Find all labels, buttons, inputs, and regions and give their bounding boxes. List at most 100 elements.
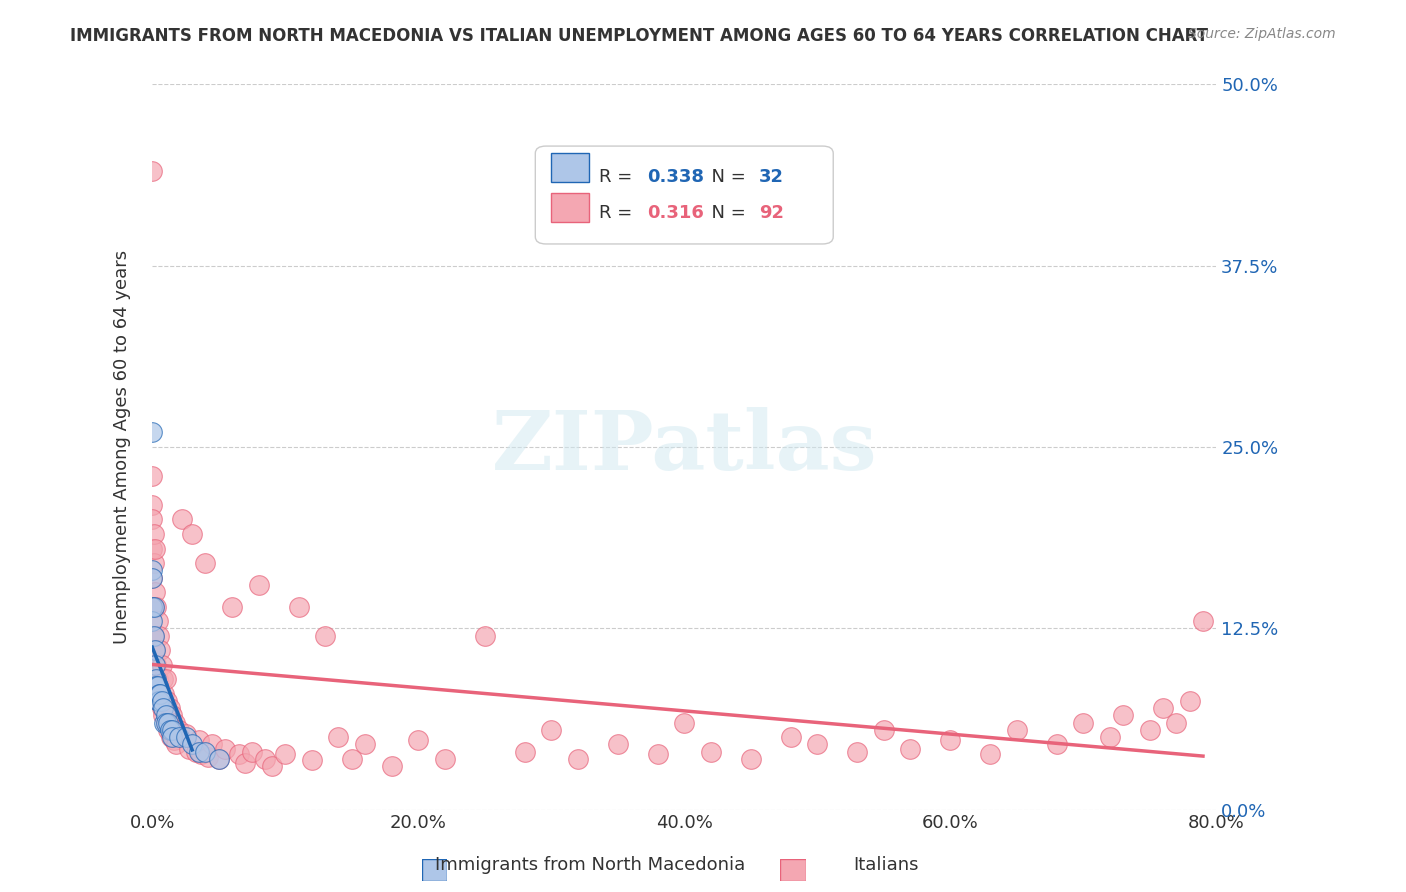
Point (143, 541, 166, 556)
Point (141, 614, 163, 628)
Point (274, 747, 297, 762)
Text: N =: N = (700, 168, 752, 186)
Point (141, 570, 163, 584)
Point (247, 578, 270, 592)
Text: ZIPatlas: ZIPatlas (492, 407, 877, 487)
Point (153, 715, 176, 730)
Point (167, 723, 190, 737)
Point (159, 723, 181, 737)
Point (141, 164, 163, 178)
Point (152, 708, 174, 723)
Point (287, 599, 309, 614)
Point (328, 730, 350, 744)
Point (806, 737, 828, 751)
Point (381, 759, 404, 773)
Text: 0.316: 0.316 (647, 204, 704, 222)
Point (146, 614, 169, 628)
Point (143, 585, 166, 599)
Point (221, 599, 243, 614)
Point (160, 730, 183, 744)
Point (163, 715, 186, 730)
Point (208, 752, 231, 766)
Point (160, 723, 183, 737)
Point (1098, 730, 1121, 744)
Point (148, 686, 170, 700)
Point (186, 745, 208, 759)
Point (145, 672, 167, 686)
Point (157, 723, 180, 737)
Point (141, 512, 163, 526)
Point (155, 708, 177, 723)
Point (208, 752, 231, 766)
Point (148, 694, 170, 708)
Point (301, 753, 323, 767)
Point (898, 741, 921, 756)
Point (159, 701, 181, 715)
Point (540, 723, 562, 737)
Point (167, 730, 190, 744)
Point (1005, 723, 1028, 737)
Point (142, 599, 165, 614)
Point (141, 425, 163, 440)
Point (142, 628, 165, 642)
Point (155, 715, 177, 730)
Point (156, 694, 179, 708)
Point (155, 672, 177, 686)
Point (179, 741, 201, 756)
Point (170, 512, 193, 526)
Point (141, 498, 163, 512)
Point (150, 657, 173, 672)
Point (201, 737, 224, 751)
Point (145, 599, 167, 614)
Point (181, 737, 204, 751)
Point (142, 679, 165, 693)
Point (1046, 737, 1069, 751)
Text: 92: 92 (759, 204, 783, 222)
Text: 0.338: 0.338 (647, 168, 704, 186)
Point (673, 715, 696, 730)
Point (214, 741, 236, 756)
Point (228, 747, 250, 762)
Point (406, 733, 429, 747)
Point (779, 730, 801, 744)
Point (141, 541, 163, 556)
Point (197, 750, 219, 764)
Point (149, 694, 172, 708)
Point (740, 752, 762, 766)
Point (187, 733, 209, 747)
Point (340, 752, 363, 766)
Point (152, 701, 174, 715)
Point (174, 730, 197, 744)
Point (157, 715, 180, 730)
Text: Italians: Italians (853, 856, 918, 874)
Point (1192, 614, 1215, 628)
Point (165, 737, 187, 751)
Point (846, 745, 869, 759)
Point (142, 628, 165, 642)
FancyBboxPatch shape (551, 153, 589, 182)
Y-axis label: Unemployment Among Ages 60 to 64 years: Unemployment Among Ages 60 to 64 years (114, 250, 131, 644)
Point (314, 628, 336, 642)
Text: R =: R = (599, 204, 638, 222)
Point (141, 563, 163, 577)
Point (1166, 715, 1188, 730)
Point (143, 643, 166, 657)
Point (141, 599, 163, 614)
Point (145, 679, 167, 693)
Point (146, 694, 169, 708)
Point (235, 756, 257, 771)
Point (354, 737, 377, 751)
Point (141, 570, 163, 584)
Point (152, 672, 174, 686)
Point (148, 628, 170, 642)
Point (149, 686, 172, 700)
Point (1071, 715, 1094, 730)
Point (939, 733, 962, 747)
Point (141, 469, 163, 483)
Point (146, 672, 169, 686)
FancyBboxPatch shape (551, 194, 589, 222)
Point (190, 747, 212, 762)
Point (162, 733, 184, 747)
Point (187, 745, 209, 759)
Point (150, 701, 173, 715)
